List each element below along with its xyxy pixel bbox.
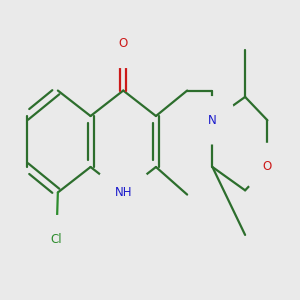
Text: O: O <box>118 37 128 50</box>
Text: NH: NH <box>115 186 132 199</box>
Text: Cl: Cl <box>51 233 62 246</box>
Text: N: N <box>208 114 217 127</box>
Text: O: O <box>263 160 272 173</box>
